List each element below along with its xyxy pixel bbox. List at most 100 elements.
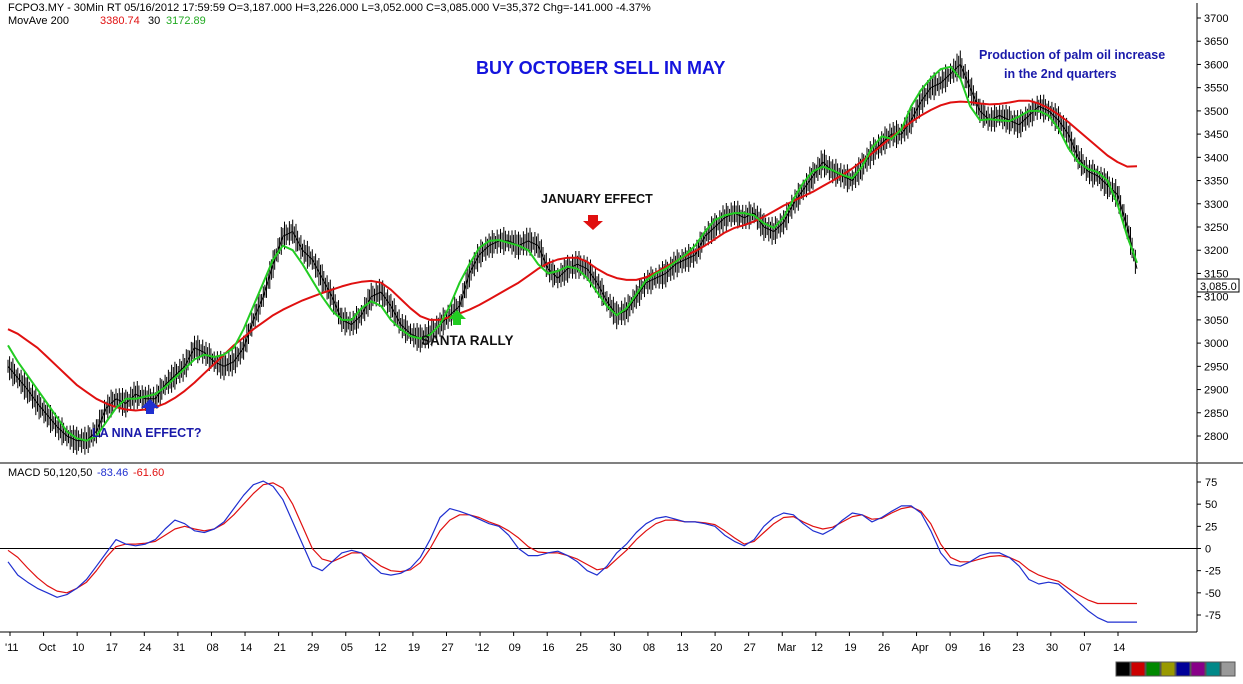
price-tick-label: 3700 <box>1204 13 1228 25</box>
header-ma-label: MovAve 200 <box>8 15 69 27</box>
ma200-series-line <box>7 99 1138 412</box>
macd-axis: 75 50 25 0 -25 -50 -75 <box>0 477 1221 622</box>
price-tick-label: 3600 <box>1204 59 1228 71</box>
signal-series-line <box>7 482 1137 605</box>
swatch-gray[interactable] <box>1220 661 1236 677</box>
swatch-black[interactable] <box>1115 661 1131 677</box>
palm-oil-annotation-line1: Production of palm oil increase <box>979 48 1165 62</box>
time-tick-label: 21 <box>274 642 286 654</box>
swatch-green[interactable] <box>1145 661 1161 677</box>
time-tick-label: Mar <box>777 642 796 654</box>
header-ma200-value: 3380.74 <box>100 15 140 27</box>
time-tick-label: 09 <box>509 642 521 654</box>
santa-rally-annotation: SANTA RALLY <box>421 333 514 348</box>
price-bars <box>7 50 1136 455</box>
time-tick-label: 12 <box>374 642 386 654</box>
time-tick-label: 14 <box>1113 642 1125 654</box>
chart-title-annotation: BUY OCTOBER SELL IN MAY <box>476 58 725 78</box>
time-tick-label: 19 <box>408 642 420 654</box>
time-tick-label: '11 <box>5 642 19 654</box>
january-effect-annotation: JANUARY EFFECT <box>541 192 653 206</box>
price-tick-label: 3150 <box>1204 268 1228 280</box>
macd-tick-label: 50 <box>1205 499 1217 511</box>
price-tick-label: 3450 <box>1204 129 1228 141</box>
macd-tick-label: -25 <box>1205 566 1221 578</box>
price-tick-label: 3650 <box>1204 36 1228 48</box>
swatch-navy[interactable] <box>1175 661 1191 677</box>
last-price-label: 3,085.0 <box>1200 281 1237 293</box>
header-ma30-label: 30 <box>148 15 160 27</box>
time-tick-label: 16 <box>979 642 991 654</box>
price-plot <box>7 50 1138 455</box>
price-tick-label: 3400 <box>1204 152 1228 164</box>
swatch-purple[interactable] <box>1190 661 1206 677</box>
time-tick-label: 12 <box>811 642 823 654</box>
time-tick-label: 05 <box>341 642 353 654</box>
price-tick-label: 3300 <box>1204 199 1228 211</box>
macd-tick-label: 75 <box>1205 477 1217 489</box>
time-tick-label: 31 <box>173 642 185 654</box>
header-symbol-line: FCPO3.MY - 30Min RT 05/16/2012 17:59:59 … <box>8 2 651 14</box>
macd-series-line <box>7 480 1137 623</box>
time-tick-label: 20 <box>710 642 722 654</box>
macd-value: -83.46 <box>97 467 128 479</box>
swatch-teal[interactable] <box>1205 661 1221 677</box>
january-red-arrow <box>583 215 603 230</box>
price-tick-label: 3250 <box>1204 222 1228 234</box>
color-palette[interactable] <box>1115 661 1236 677</box>
time-tick-label: 10 <box>72 642 84 654</box>
macd-tick-label: -50 <box>1205 588 1221 600</box>
time-tick-label: 09 <box>945 642 957 654</box>
ma30-series-line <box>7 65 1138 442</box>
time-tick-label: Oct <box>39 642 56 654</box>
price-tick-label: 3050 <box>1204 315 1228 327</box>
price-tick-label: 2900 <box>1204 385 1228 397</box>
time-tick-label: 13 <box>677 642 689 654</box>
time-tick-label: 30 <box>609 642 621 654</box>
signal-value: -61.60 <box>133 467 164 479</box>
macd-plot <box>7 480 1137 623</box>
time-axis: '11 Oct 10 17 24 31 08 14 21 29 05 12 19 27 '12 09 16 25 3… <box>5 632 1125 654</box>
time-tick-label: Apr <box>912 642 929 654</box>
macd-header-label: MACD 50,120,50 <box>8 467 92 479</box>
swatch-olive[interactable] <box>1160 661 1176 677</box>
macd-tick-label: 25 <box>1205 521 1217 533</box>
price-tick-label: 2950 <box>1204 361 1228 373</box>
time-tick-label: 30 <box>1046 642 1058 654</box>
time-tick-label: 08 <box>643 642 655 654</box>
time-tick-label: 25 <box>576 642 588 654</box>
time-tick-label: 24 <box>139 642 151 654</box>
time-tick-label: 17 <box>106 642 118 654</box>
la-nina-annotation: LA NINA EFFECT? <box>92 426 201 440</box>
time-tick-label: 19 <box>844 642 856 654</box>
price-tick-label: 3100 <box>1204 292 1228 304</box>
time-tick-label: 27 <box>441 642 453 654</box>
price-series-line <box>7 63 1138 442</box>
santa-green-arrow <box>448 310 466 325</box>
price-tick-label: 3000 <box>1204 338 1228 350</box>
price-tick-label: 2850 <box>1204 408 1228 420</box>
time-tick-label: 14 <box>240 642 252 654</box>
time-tick-label: 16 <box>542 642 554 654</box>
header-ma30-value: 3172.89 <box>166 15 206 27</box>
time-tick-label: 07 <box>1079 642 1091 654</box>
price-tick-label: 3200 <box>1204 245 1228 257</box>
time-tick-label: 29 <box>307 642 319 654</box>
time-tick-label: 27 <box>744 642 756 654</box>
time-tick-label: 23 <box>1012 642 1024 654</box>
macd-tick-label: -75 <box>1205 610 1221 622</box>
la-nina-blue-arrow <box>141 399 159 414</box>
time-tick-label: '12 <box>475 642 489 654</box>
price-tick-label: 2800 <box>1204 431 1228 443</box>
macd-tick-label: 0 <box>1205 544 1211 556</box>
price-axis: 2800 2850 2900 2950 3000 3050 3100 3150 3200 3250… <box>1197 13 1228 443</box>
time-tick-label: 26 <box>878 642 890 654</box>
price-tick-label: 3350 <box>1204 176 1228 188</box>
time-tick-label: 08 <box>206 642 218 654</box>
price-tick-label: 3550 <box>1204 83 1228 95</box>
swatch-red[interactable] <box>1130 661 1146 677</box>
last-price-box <box>1196 278 1240 293</box>
price-tick-label: 3500 <box>1204 106 1228 118</box>
